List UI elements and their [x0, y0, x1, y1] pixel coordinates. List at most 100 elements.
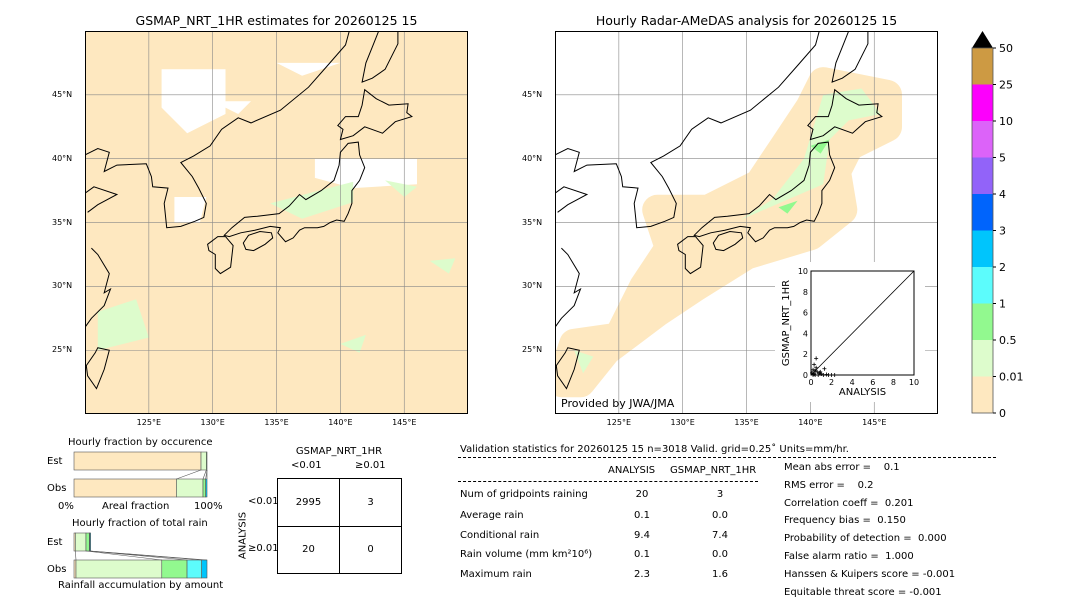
- contingency-col-2: ≥0.01: [355, 460, 386, 471]
- lat-tick: 35°N: [522, 217, 543, 227]
- colorbar-segment: [972, 376, 993, 413]
- fraction-bars: [73, 451, 208, 579]
- rain-area-light: [574, 350, 594, 374]
- coastline-kyushu: [207, 236, 234, 275]
- stat-analysis: 2.3: [634, 569, 650, 580]
- rain-est-label: Est: [47, 537, 63, 548]
- lon-tick: 140°E: [798, 418, 823, 427]
- lat-tick: 25°N: [52, 345, 73, 355]
- x-tick-label: 10: [909, 378, 919, 387]
- colorbar-label: 0.01: [999, 371, 1024, 384]
- fraction-bar-segment: [85, 532, 90, 552]
- stat-label: Num of gridpoints raining: [460, 489, 588, 500]
- fraction-connector: [202, 469, 207, 480]
- stats-col-analysis: ANALYSIS: [608, 465, 656, 476]
- lon-tick: 140°E: [328, 418, 353, 427]
- coastline-continent: [555, 31, 820, 229]
- x-axis-label: ANALYSIS: [839, 387, 886, 398]
- lat-tick: 40°N: [52, 153, 73, 163]
- x-tick-label: 0: [808, 378, 813, 387]
- fraction-bar-segment: [75, 559, 163, 579]
- stat-label: Maximum rain: [460, 569, 532, 580]
- stat-label: Average rain: [460, 510, 524, 521]
- coastline-kyushu: [677, 236, 704, 275]
- fraction-bar-segment: [202, 478, 206, 498]
- fraction-bar-segment: [205, 478, 208, 498]
- lon-tick: 135°E: [734, 418, 759, 427]
- occ-x-label: Areal fraction: [102, 501, 170, 512]
- missing-data-area: [161, 69, 226, 134]
- lon-tick: 145°E: [392, 418, 417, 427]
- fraction-connector: [85, 550, 162, 561]
- lat-tick: 25°N: [522, 345, 543, 355]
- contingency-col-1: <0.01: [291, 460, 322, 471]
- rain-area-medium: [778, 200, 798, 214]
- scatter-point: [811, 367, 816, 372]
- stat-analysis: 20: [635, 489, 649, 500]
- fraction-bar-segment: [73, 478, 177, 498]
- y-tick-label: 8: [803, 288, 808, 297]
- lat-tick: 30°N: [522, 281, 543, 291]
- x-tick-label: 6: [870, 378, 875, 387]
- coastline-honshu: [693, 141, 836, 243]
- rain-x-label: Rainfall accumulation by amount: [58, 580, 224, 591]
- colorbar-label: 4: [999, 188, 1006, 201]
- x-tick-label: 2: [829, 378, 834, 387]
- score-line: Frequency bias = 0.150: [784, 515, 906, 527]
- scatter-frame: [810, 270, 915, 376]
- occ-x-right: 100%: [194, 501, 223, 512]
- stat-gsmap: 1.6: [712, 569, 728, 580]
- fraction-bar-segment: [75, 532, 87, 552]
- stat-gsmap: 3: [716, 489, 724, 500]
- lon-tick: 135°E: [264, 418, 289, 427]
- colorbar-label: 0.5: [999, 334, 1017, 347]
- colorbar-segment: [972, 194, 993, 231]
- map-frame: [85, 31, 468, 414]
- cell-10: 20: [302, 544, 315, 555]
- rain-area-light: [429, 258, 456, 274]
- stats-header: Validation statistics for 20260125 15 n=…: [460, 444, 849, 455]
- fraction-bar-segment: [201, 559, 208, 579]
- y-tick-label: 6: [803, 309, 808, 318]
- y-tick-label: 2: [803, 350, 808, 359]
- stats-divider: [458, 457, 996, 458]
- contingency-row-2: ≥0.01: [248, 543, 279, 554]
- score-line: Mean abs error = 0.1: [784, 462, 900, 473]
- coastline-china: [555, 186, 589, 213]
- colorbar: 0 0.01 0.5 1 2 3 4 5 10 25 50: [971, 31, 1024, 420]
- y-tick-label: 4: [803, 329, 808, 338]
- y-tick-label: 0: [803, 371, 808, 380]
- contingency-row-1: <0.01: [248, 496, 279, 507]
- colorbar-label: 2: [999, 261, 1006, 274]
- coastline-china: [85, 186, 119, 213]
- score-line: Hanssen & Kuipers score = -0.001: [784, 568, 956, 580]
- score-line: Correlation coeff = 0.201: [784, 497, 914, 509]
- scatter-point: [824, 372, 829, 377]
- stat-label: Conditional rain: [460, 530, 540, 541]
- stat-analysis: 0.1: [634, 510, 650, 521]
- rain-fraction-title: Hourly fraction of total rain: [72, 518, 208, 529]
- lat-tick: 45°N: [52, 89, 73, 99]
- fraction-bar-segment: [200, 451, 207, 471]
- cell-00: 2995: [295, 497, 322, 508]
- lon-tick: 125°E: [606, 418, 631, 427]
- occ-est-label: Est: [47, 456, 63, 467]
- stat-gsmap: 0.0: [712, 549, 728, 560]
- x-tick-label: 8: [891, 378, 896, 387]
- stat-label: Rain volume (mm km²10⁶): [460, 549, 593, 560]
- rain-area-light: [97, 299, 149, 351]
- scatter-point: [821, 373, 826, 377]
- coastline-china2: [555, 247, 582, 328]
- scatter-point: [813, 368, 818, 373]
- stat-gsmap: 7.4: [712, 530, 728, 541]
- occ-obs-label: Obs: [47, 483, 67, 494]
- colorbar-label: 1: [999, 298, 1006, 311]
- coastline-hokkaido: [337, 88, 413, 141]
- stats-subdivider: [458, 481, 758, 482]
- left-map: [85, 31, 468, 414]
- coastline-china2: [85, 247, 112, 328]
- colorbar-label: 3: [999, 225, 1006, 238]
- rain-area-light: [340, 334, 366, 353]
- scatter-point: [813, 373, 818, 377]
- rain-area-light: [270, 181, 354, 219]
